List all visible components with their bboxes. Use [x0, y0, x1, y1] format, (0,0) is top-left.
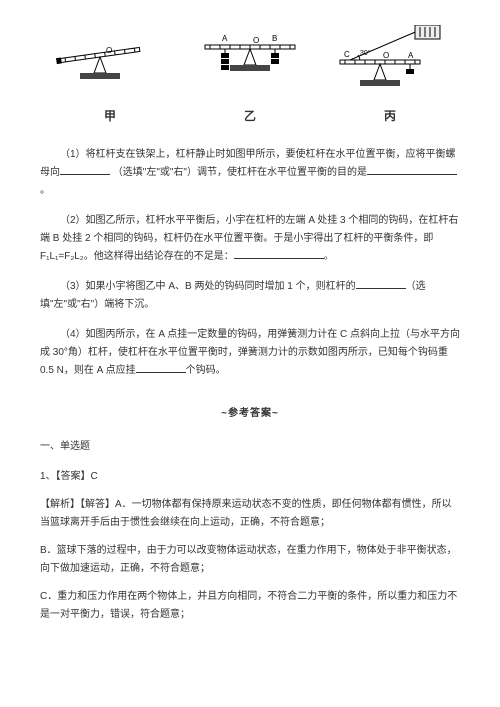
answer-1-exp-b: B．篮球下落的过程中，由于力可以改变物体运动状态，在重力作用下，物体处于非平衡状… [40, 542, 460, 578]
figure-labels-row: 甲 乙 丙 [40, 106, 460, 128]
answer-1-title: 1、【答案】C [40, 468, 460, 486]
question-1: （1）将杠杆支在铁架上，杠杆静止时如图甲所示，要使杠杆在水平位置平衡，应将平衡螺… [40, 146, 460, 200]
label-O-yi: O [253, 36, 259, 45]
q1-text-c: 。 [40, 185, 50, 196]
answer-1-exp-c: C．重力和压力作用在两个物体上，并且方向相同，不符合二力平衡的条件，所以重力和压… [40, 588, 460, 624]
figures-row: O A B O [40, 20, 460, 100]
figure-jia: O [50, 25, 170, 100]
label-O-bing: O [383, 51, 389, 60]
q1-blank-1 [60, 166, 110, 175]
figure-yi: A B O [190, 25, 310, 100]
q4-text-a: （4）如图丙所示，在 A 点挂一定数量的钩码，用弹簧测力计在 C 点斜向上拉（与… [40, 329, 460, 376]
q3-blank-1 [356, 280, 406, 289]
fig-label-jia: 甲 [50, 106, 170, 128]
question-3: （3）如果小宇将图乙中 A、B 两处的钩码同时增加 1 个，则杠杆的（选填"左"… [40, 278, 460, 314]
answer-1-exp-a: 【解析】【解答】A．一切物体都有保持原来运动状态不变的性质，即任何物体都有惯性，… [40, 496, 460, 532]
q2-text-b: 。 [324, 251, 334, 262]
label-A-yi: A [222, 34, 228, 43]
q4-blank-1 [136, 364, 186, 373]
question-4: （4）如图丙所示，在 A 点挂一定数量的钩码，用弹簧测力计在 C 点斜向上拉（与… [40, 326, 460, 380]
fig-label-yi: 乙 [190, 106, 310, 128]
label-C-bing: C [344, 50, 350, 59]
exp-label: 【解析】【解答】 [40, 499, 115, 510]
q3-text-a: （3）如果小宇将图乙中 A、B 两处的钩码同时增加 1 个，则杠杆的 [60, 281, 356, 292]
label-B-yi: B [272, 34, 277, 43]
q1-blank-2 [367, 166, 457, 175]
section-1-title: 一、单选题 [40, 438, 460, 456]
label-angle-bing: 30° [360, 49, 371, 57]
q1-text-b: （选填"左"或"右"）调节，使杠杆在水平位置平衡的目的是 [113, 167, 367, 178]
q2-blank-1 [234, 250, 324, 259]
q4-text-b: 个钩码。 [186, 365, 226, 376]
fig-label-bing: 丙 [330, 106, 450, 128]
label-O-jia: O [106, 46, 112, 55]
question-2: （2）如图乙所示，杠杆水平平衡后，小宇在杠杆的左端 A 处挂 3 个相同的钩码，… [40, 212, 460, 266]
figure-bing: C 30° O A [330, 25, 450, 100]
label-A-bing: A [408, 51, 414, 60]
answers-header: ~参考答案~ [40, 405, 460, 423]
